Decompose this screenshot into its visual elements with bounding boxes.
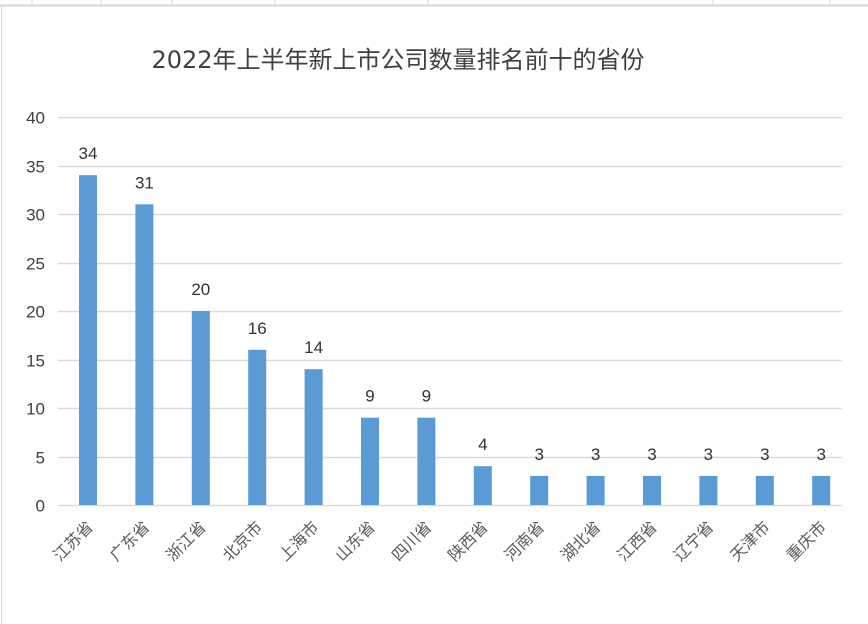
bar xyxy=(643,475,661,505)
x-tick-label: 广东省 xyxy=(106,517,153,564)
data-label: 3 xyxy=(760,445,769,464)
y-tick-label: 5 xyxy=(36,449,45,468)
bar xyxy=(304,369,323,505)
y-axis: 0 5 10 15 20 25 30 35 40 xyxy=(26,109,45,516)
data-label: 9 xyxy=(422,387,431,406)
y-tick-label: 35 xyxy=(26,158,45,177)
y-tick-label: 10 xyxy=(26,400,45,419)
bar xyxy=(812,475,831,505)
x-tick-label: 天津市 xyxy=(726,517,773,564)
data-label: 31 xyxy=(135,173,154,192)
data-label: 4 xyxy=(478,435,487,454)
bar xyxy=(417,417,436,505)
bar xyxy=(79,175,97,505)
data-label: 14 xyxy=(304,338,323,357)
x-tick-label: 山东省 xyxy=(331,517,378,564)
x-tick-label: 四川省 xyxy=(388,517,435,564)
x-tick-label: 北京市 xyxy=(219,517,266,564)
x-tick-label: 上海市 xyxy=(275,517,322,564)
data-label: 3 xyxy=(534,445,543,464)
x-tick-label: 江西省 xyxy=(613,517,660,564)
x-tick-label: 辽宁省 xyxy=(670,517,717,564)
data-label: 3 xyxy=(704,445,713,464)
data-label: 34 xyxy=(79,144,98,163)
bar xyxy=(755,475,774,505)
bar xyxy=(530,475,549,505)
data-label: 3 xyxy=(591,445,600,464)
data-label: 3 xyxy=(816,445,825,464)
x-axis: 江苏省 广东省 浙江省 北京市 上海市 山东省 四川省 陕西省 河南省 湖北省 江西省 辽宁省 天津市重… xyxy=(49,517,830,564)
x-tick-label: 浙江省 xyxy=(162,517,209,564)
data-label: 16 xyxy=(248,319,267,338)
y-tick-label: 15 xyxy=(26,352,45,371)
bar xyxy=(586,475,605,505)
data-labels: 34 31 20 16 14 9 9 4 3 3 3 3 3 3 xyxy=(79,144,826,464)
x-tick-label: 江苏省 xyxy=(49,517,96,564)
bar xyxy=(699,475,718,505)
y-tick-label: 20 xyxy=(26,303,45,322)
bar xyxy=(473,466,492,505)
data-label: 20 xyxy=(191,280,210,299)
y-tick-label: 30 xyxy=(26,206,45,225)
data-label: 3 xyxy=(647,445,656,464)
data-label: 9 xyxy=(365,387,374,406)
bars xyxy=(79,175,831,506)
chart-title: 2022年上半年新上市公司数量排名前十的省份 xyxy=(151,46,644,74)
bar xyxy=(135,204,154,506)
y-tick-label: 25 xyxy=(26,255,45,274)
x-tick-label: 湖北省 xyxy=(557,517,604,564)
x-tick-label: 陕西省 xyxy=(444,517,491,564)
x-tick-label: 河南省 xyxy=(501,517,548,564)
y-tick-label: 40 xyxy=(26,109,45,128)
gridlines xyxy=(58,116,842,507)
bar xyxy=(191,311,210,505)
x-tick-label: 重庆市 xyxy=(783,517,830,564)
bar xyxy=(361,417,379,505)
bar xyxy=(248,349,267,505)
y-tick-label: 0 xyxy=(36,497,45,516)
